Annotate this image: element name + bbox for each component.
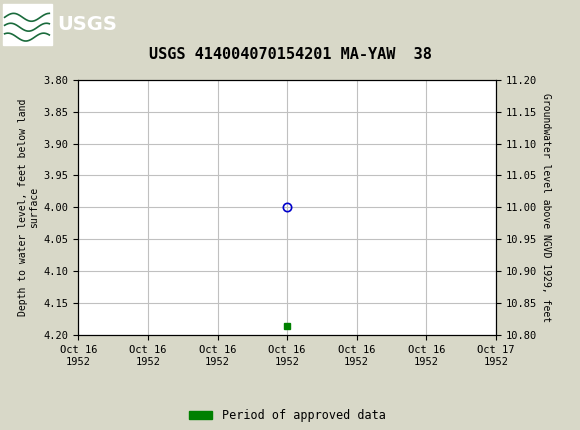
Text: USGS 414004070154201 MA-YAW  38: USGS 414004070154201 MA-YAW 38 (148, 47, 432, 62)
Text: USGS: USGS (57, 15, 117, 34)
Legend: Period of approved data: Period of approved data (184, 404, 390, 427)
Y-axis label: Depth to water level, feet below land
surface: Depth to water level, feet below land su… (18, 99, 39, 316)
Bar (3, 4, 52, 46)
Y-axis label: Groundwater level above NGVD 1929, feet: Groundwater level above NGVD 1929, feet (541, 93, 551, 322)
